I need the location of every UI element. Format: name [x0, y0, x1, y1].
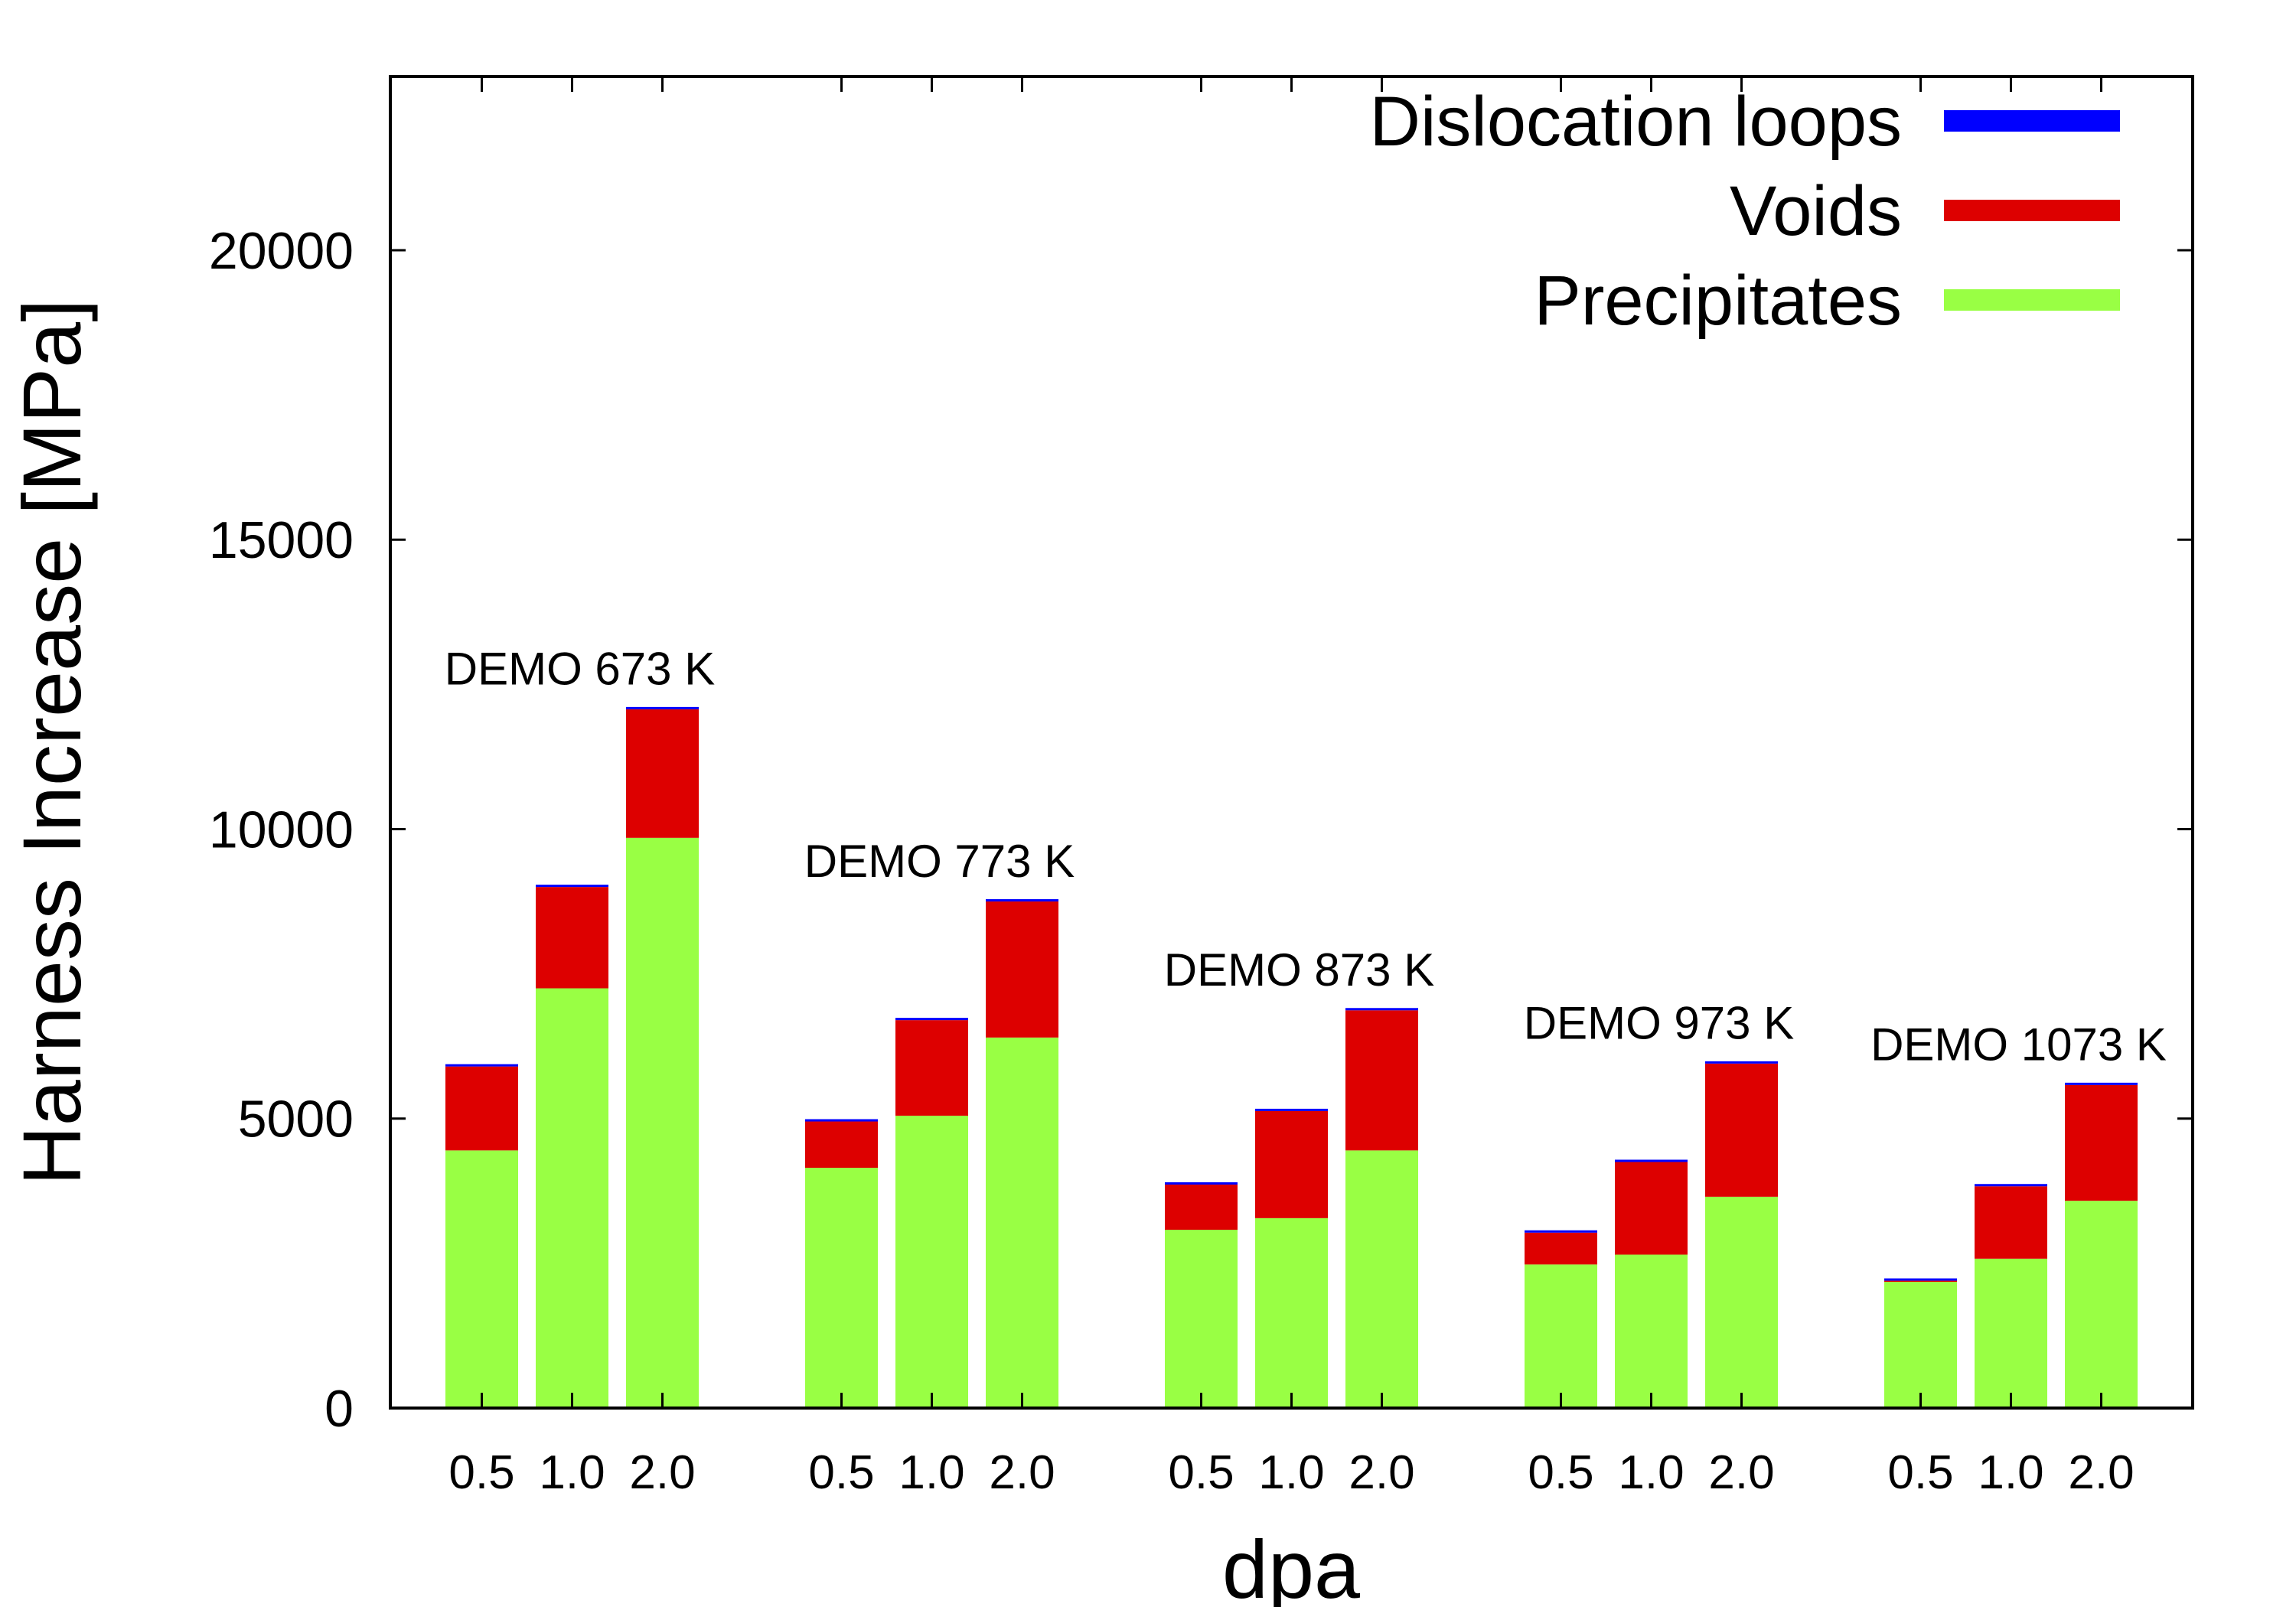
- x-tick-label: 0.5: [1528, 1446, 1593, 1499]
- bar-dislocation-loops: [445, 1064, 518, 1067]
- bar-voids: [536, 887, 608, 989]
- bar-precipitates: [1705, 1196, 1778, 1408]
- bar-voids: [805, 1121, 878, 1169]
- x-tick-label: 1.0: [1978, 1446, 2043, 1499]
- bar-voids: [1165, 1184, 1238, 1230]
- bar-voids: [1345, 1010, 1418, 1151]
- bar-voids: [1615, 1162, 1688, 1255]
- bar-precipitates: [986, 1037, 1058, 1408]
- bar-precipitates: [1345, 1150, 1418, 1408]
- bar-dislocation-loops: [1255, 1108, 1328, 1111]
- bar-voids: [2065, 1084, 2138, 1201]
- legend-label: Voids: [1730, 172, 1902, 250]
- x-tick-label: 2.0: [629, 1446, 695, 1499]
- x-tick-label: 0.5: [1168, 1446, 1234, 1499]
- x-tick-label: 2.0: [1349, 1446, 1414, 1499]
- bar-precipitates: [895, 1115, 968, 1408]
- group-label: DEMO 873 K: [1164, 944, 1434, 996]
- bar-voids: [1705, 1063, 1778, 1197]
- bar-dislocation-loops: [1975, 1184, 2047, 1187]
- y-axis-title: Harness Increase [MPa]: [5, 299, 98, 1185]
- bar-precipitates: [2065, 1201, 2138, 1408]
- bar-dislocation-loops: [805, 1119, 878, 1122]
- x-tick-label: 0.5: [448, 1446, 514, 1499]
- labels-layer: 0 5000 10000 15000 20000 0.5 1.0 2.0 DEMO 673 K 0…: [209, 222, 2167, 1499]
- bar-voids: [986, 901, 1058, 1038]
- group-label: DEMO 973 K: [1524, 998, 1794, 1049]
- group-label: DEMO 773 K: [804, 836, 1075, 887]
- bar-voids: [895, 1020, 968, 1116]
- legend-swatch: [1944, 110, 2120, 132]
- ticks-layer: [390, 77, 2193, 1410]
- x-tick-label: 0.5: [1887, 1446, 1953, 1499]
- bar-precipitates: [536, 988, 608, 1408]
- x-tick-label: 1.0: [1618, 1446, 1684, 1499]
- group-label: DEMO 1073 K: [1870, 1019, 2167, 1071]
- bar-dislocation-loops: [1525, 1230, 1597, 1233]
- bar-precipitates: [1255, 1217, 1328, 1408]
- bars-layer: [445, 706, 2138, 1408]
- bar-precipitates: [445, 1150, 518, 1408]
- bar-dislocation-loops: [1705, 1061, 1778, 1064]
- bar-voids: [1255, 1110, 1328, 1218]
- bar-dislocation-loops: [1884, 1278, 1957, 1281]
- legend-label: Precipitates: [1534, 262, 1902, 340]
- bar-voids: [445, 1066, 518, 1151]
- legend-swatch: [1944, 200, 2120, 221]
- bar-dislocation-loops: [1165, 1182, 1238, 1185]
- bar-dislocation-loops: [1345, 1008, 1418, 1011]
- x-tick-label: 1.0: [899, 1446, 964, 1499]
- bar-precipitates: [1615, 1254, 1688, 1408]
- bar-dislocation-loops: [986, 899, 1058, 902]
- group-label: DEMO 673 K: [445, 644, 715, 695]
- x-tick-label: 2.0: [1708, 1446, 1774, 1499]
- x-tick-label: 1.0: [1258, 1446, 1324, 1499]
- x-tick-label: 2.0: [2068, 1446, 2134, 1499]
- bar-precipitates: [1525, 1264, 1597, 1408]
- y-tick-label: 5000: [238, 1090, 354, 1149]
- y-tick-label: 0: [325, 1380, 354, 1438]
- bar-precipitates: [626, 837, 699, 1408]
- x-tick-label: 2.0: [989, 1446, 1055, 1499]
- y-tick-label: 20000: [209, 222, 354, 280]
- legend-label: Dislocation loops: [1370, 83, 1902, 161]
- y-tick-label: 15000: [209, 511, 354, 569]
- bar-dislocation-loops: [895, 1018, 968, 1021]
- bar-dislocation-loops: [626, 706, 699, 709]
- bar-precipitates: [1165, 1229, 1238, 1408]
- bar-precipitates: [805, 1168, 878, 1408]
- x-tick-label: 0.5: [808, 1446, 874, 1499]
- bar-voids: [1975, 1186, 2047, 1259]
- bar-precipitates: [1975, 1258, 2047, 1408]
- y-tick-label: 10000: [209, 800, 354, 859]
- bar-dislocation-loops: [2065, 1082, 2138, 1085]
- bar-dislocation-loops: [1615, 1159, 1688, 1162]
- bar-dislocation-loops: [536, 885, 608, 888]
- x-tick-label: 1.0: [539, 1446, 605, 1499]
- bar-precipitates: [1884, 1282, 1957, 1408]
- legend: Dislocation loops Voids Precipitates: [1370, 83, 2120, 340]
- x-axis-title: dpa: [1222, 1523, 1361, 1607]
- bar-voids: [1525, 1232, 1597, 1265]
- legend-swatch: [1944, 289, 2120, 311]
- bar-voids: [1884, 1280, 1957, 1283]
- bar-voids: [626, 709, 699, 838]
